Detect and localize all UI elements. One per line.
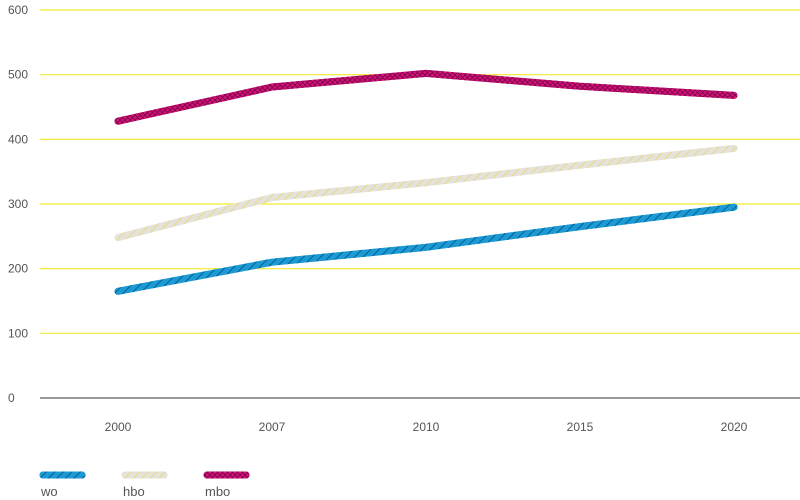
legend-label-wo: wo — [40, 484, 58, 499]
x-tick-2000: 2000 — [105, 420, 132, 434]
legend-label-hbo: hbo — [123, 484, 145, 499]
y-tick-labels: 0 100 200 300 400 500 600 — [8, 3, 28, 405]
y-tick-400: 400 — [8, 132, 28, 146]
x-tick-2015: 2015 — [567, 420, 594, 434]
y-tick-0: 0 — [8, 391, 15, 405]
x-tick-2007: 2007 — [259, 420, 286, 434]
series-line-wo — [114, 203, 738, 295]
y-tick-300: 300 — [8, 197, 28, 211]
x-tick-labels: 2000 2007 2010 2015 2020 — [105, 420, 748, 434]
legend-label-mbo: mbo — [205, 484, 230, 499]
x-tick-2010: 2010 — [413, 420, 440, 434]
y-tick-500: 500 — [8, 68, 28, 82]
legend: wo hbo mbo — [39, 471, 250, 499]
y-tick-100: 100 — [8, 326, 28, 340]
series-line-mbo — [114, 69, 738, 125]
x-tick-2020: 2020 — [721, 420, 748, 434]
series-lines — [114, 69, 738, 295]
series-line-hbo — [114, 144, 738, 242]
y-tick-600: 600 — [8, 3, 28, 17]
y-tick-200: 200 — [8, 262, 28, 276]
